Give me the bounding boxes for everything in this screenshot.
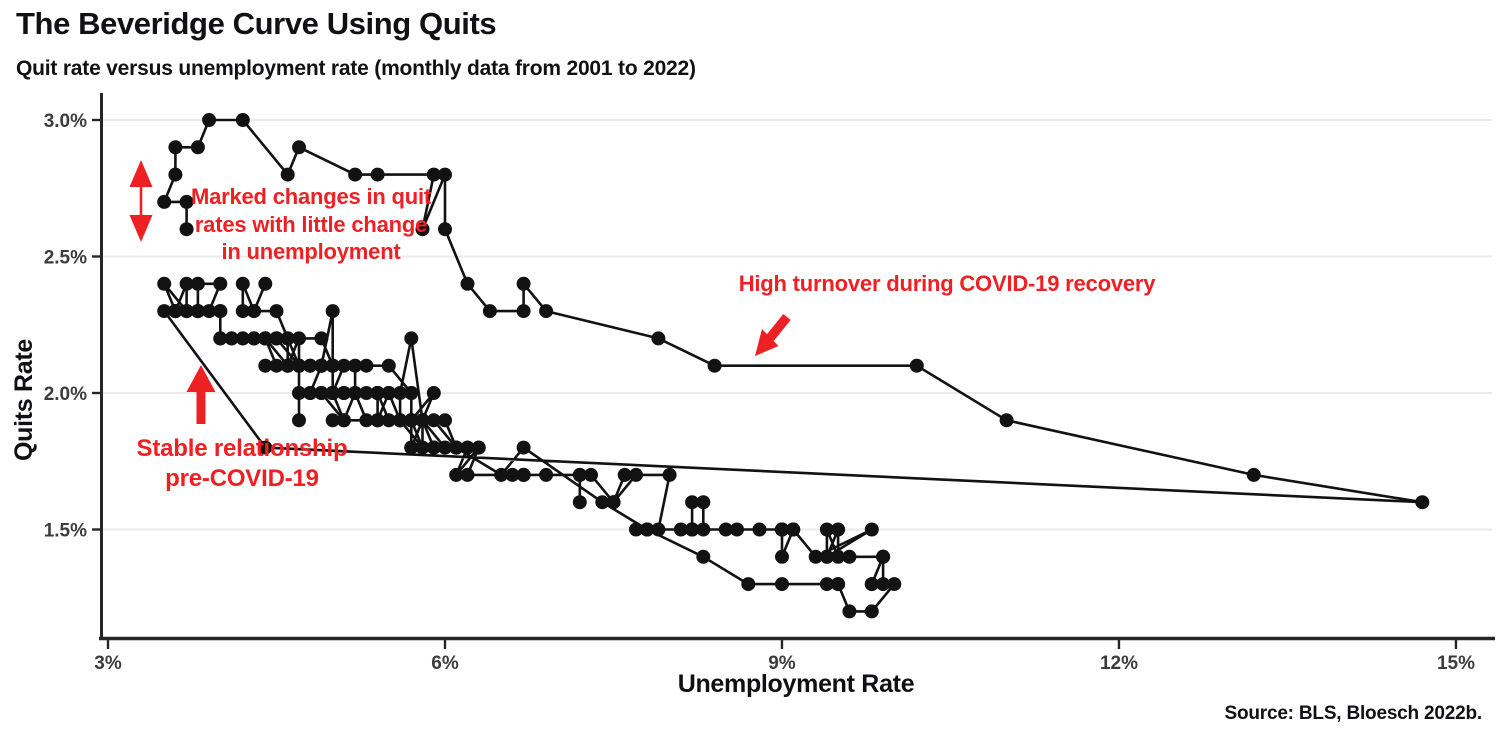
page-title: The Beveridge Curve Using Quits: [16, 6, 497, 41]
svg-text:6%: 6%: [431, 653, 459, 674]
svg-text:1.5%: 1.5%: [44, 521, 87, 542]
svg-text:3%: 3%: [94, 653, 122, 674]
axes-and-ticks: 1.5% 2.0% 2.5% 3.0% 3% 6% 9% 12% 15%: [44, 93, 1495, 674]
svg-text:3.0%: 3.0%: [44, 111, 87, 132]
svg-text:12%: 12%: [1100, 653, 1138, 674]
svg-text:15%: 15%: [1437, 653, 1475, 674]
annotation-stable-relationship: Stable relationship pre-COVID-19: [136, 435, 348, 492]
svg-text:2.5%: 2.5%: [44, 248, 87, 269]
x-axis-title: Unemployment Rate: [678, 670, 915, 698]
svg-text:2.0%: 2.0%: [44, 384, 87, 405]
svg-text:9%: 9%: [768, 653, 796, 674]
source-note: Source: BLS, Bloesch 2022b.: [1224, 703, 1482, 724]
y-axis-title: Quits Rate: [10, 339, 38, 461]
annotation-marked-changes: Marked changes in quit rates with little…: [190, 184, 432, 264]
annotation-arrows: [129, 160, 791, 424]
page-subtitle: Quit rate versus unemployment rate (mont…: [16, 57, 696, 80]
annotation-high-turnover: High turnover during COVID-19 recovery: [738, 271, 1156, 296]
quits-unemployment-series: [157, 113, 1430, 619]
